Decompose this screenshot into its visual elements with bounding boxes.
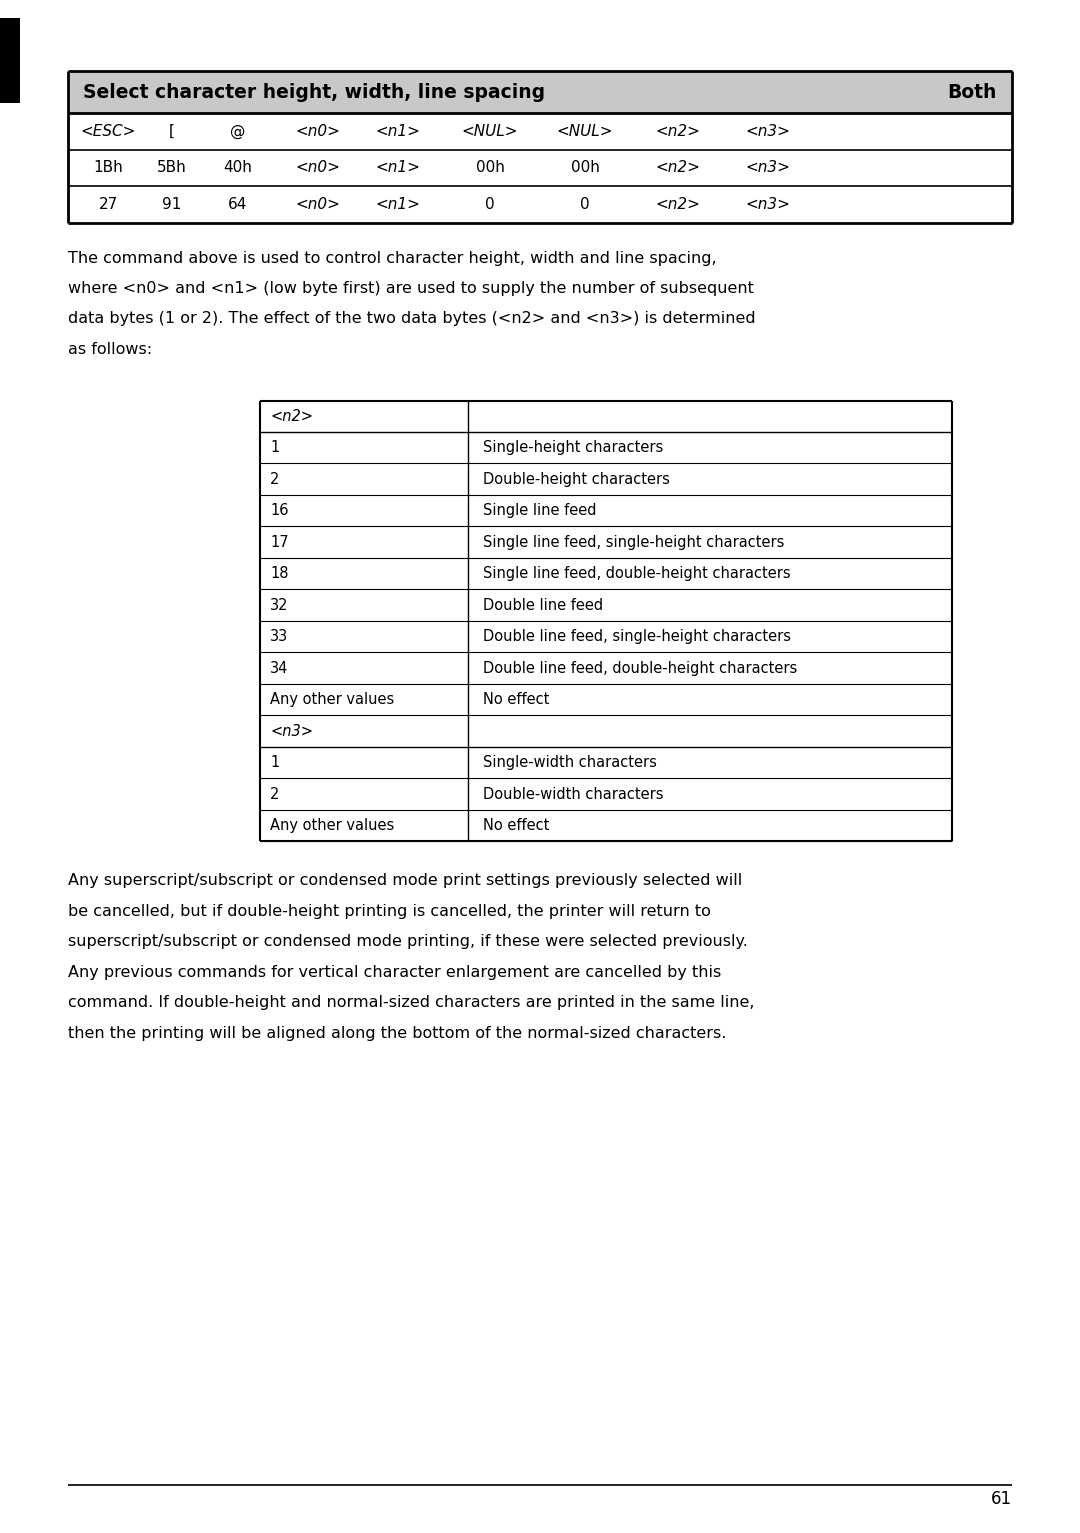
Text: Double line feed, single-height characters: Double line feed, single-height characte… — [483, 629, 791, 644]
Text: <n1>: <n1> — [376, 196, 420, 212]
Text: Single line feed, single-height characters: Single line feed, single-height characte… — [483, 535, 784, 550]
Text: The command above is used to control character height, width and line spacing,: The command above is used to control cha… — [68, 250, 717, 265]
Text: Single-width characters: Single-width characters — [483, 756, 657, 770]
Text: <n0>: <n0> — [296, 124, 340, 140]
Text: <n1>: <n1> — [376, 124, 420, 140]
Text: <n3>: <n3> — [270, 724, 313, 739]
Text: <n3>: <n3> — [745, 196, 791, 212]
Text: 17: 17 — [270, 535, 288, 550]
Text: 40h: 40h — [224, 161, 253, 175]
Text: <n2>: <n2> — [656, 196, 701, 212]
Text: 00h: 00h — [570, 161, 599, 175]
Text: Double-height characters: Double-height characters — [483, 472, 670, 487]
Text: 27: 27 — [98, 196, 118, 212]
Text: 18: 18 — [270, 566, 288, 581]
Text: 0: 0 — [580, 196, 590, 212]
Bar — [0, 18, 21, 103]
Text: 1Bh: 1Bh — [93, 161, 123, 175]
Text: <NUL>: <NUL> — [557, 124, 613, 140]
Text: 00h: 00h — [475, 161, 504, 175]
Text: Any other values: Any other values — [270, 693, 394, 707]
Text: <n1>: <n1> — [376, 161, 420, 175]
Text: 0: 0 — [485, 196, 495, 212]
Text: <ESC>: <ESC> — [80, 124, 136, 140]
Text: <n2>: <n2> — [656, 124, 701, 140]
Text: as follows:: as follows: — [68, 342, 152, 357]
Text: No effect: No effect — [483, 693, 550, 707]
Text: be cancelled, but if double-height printing is cancelled, the printer will retur: be cancelled, but if double-height print… — [68, 904, 711, 918]
Text: Any previous commands for vertical character enlargement are cancelled by this: Any previous commands for vertical chara… — [68, 964, 721, 980]
Text: Any superscript/subscript or condensed mode print settings previously selected w: Any superscript/subscript or condensed m… — [68, 874, 742, 889]
Text: <n3>: <n3> — [745, 161, 791, 175]
Text: 32: 32 — [270, 598, 288, 613]
Text: then the printing will be aligned along the bottom of the normal-sized character: then the printing will be aligned along … — [68, 1026, 727, 1041]
Text: <n0>: <n0> — [296, 161, 340, 175]
Text: <NUL>: <NUL> — [462, 124, 518, 140]
Text: Select character height, width, line spacing: Select character height, width, line spa… — [83, 83, 545, 101]
Text: Both: Both — [947, 83, 997, 101]
Text: superscript/subscript or condensed mode printing, if these were selected previou: superscript/subscript or condensed mode … — [68, 935, 747, 949]
Text: 34: 34 — [270, 661, 288, 676]
Text: 2: 2 — [270, 786, 280, 802]
Text: 2: 2 — [270, 472, 280, 487]
Text: <n2>: <n2> — [656, 161, 701, 175]
Text: <n0>: <n0> — [296, 196, 340, 212]
Text: Any other values: Any other values — [270, 819, 394, 834]
Text: <n3>: <n3> — [745, 124, 791, 140]
Bar — [68, 71, 1012, 113]
Text: @: @ — [230, 124, 245, 140]
Text: where <n0> and <n1> (low byte first) are used to supply the number of subsequent: where <n0> and <n1> (low byte first) are… — [68, 281, 754, 296]
Text: Single line feed: Single line feed — [483, 503, 596, 518]
Text: 33: 33 — [270, 629, 288, 644]
Text: data bytes (1 or 2). The effect of the two data bytes (<n2> and <n3>) is determi: data bytes (1 or 2). The effect of the t… — [68, 311, 756, 327]
Text: 61: 61 — [990, 1490, 1012, 1508]
Text: Double line feed: Double line feed — [483, 598, 603, 613]
Text: 1: 1 — [270, 756, 280, 770]
Text: Double-width characters: Double-width characters — [483, 786, 663, 802]
Text: Single line feed, double-height characters: Single line feed, double-height characte… — [483, 566, 791, 581]
Text: 64: 64 — [228, 196, 247, 212]
Text: No effect: No effect — [483, 819, 550, 834]
Text: 91: 91 — [162, 196, 181, 212]
Text: 1: 1 — [270, 440, 280, 455]
Text: Double line feed, double-height characters: Double line feed, double-height characte… — [483, 661, 797, 676]
Text: 5Bh: 5Bh — [157, 161, 187, 175]
Text: Single-height characters: Single-height characters — [483, 440, 663, 455]
Text: 16: 16 — [270, 503, 288, 518]
Text: command. If double-height and normal-sized characters are printed in the same li: command. If double-height and normal-siz… — [68, 995, 755, 1010]
Text: [: [ — [168, 124, 175, 140]
Text: <n2>: <n2> — [270, 409, 313, 423]
